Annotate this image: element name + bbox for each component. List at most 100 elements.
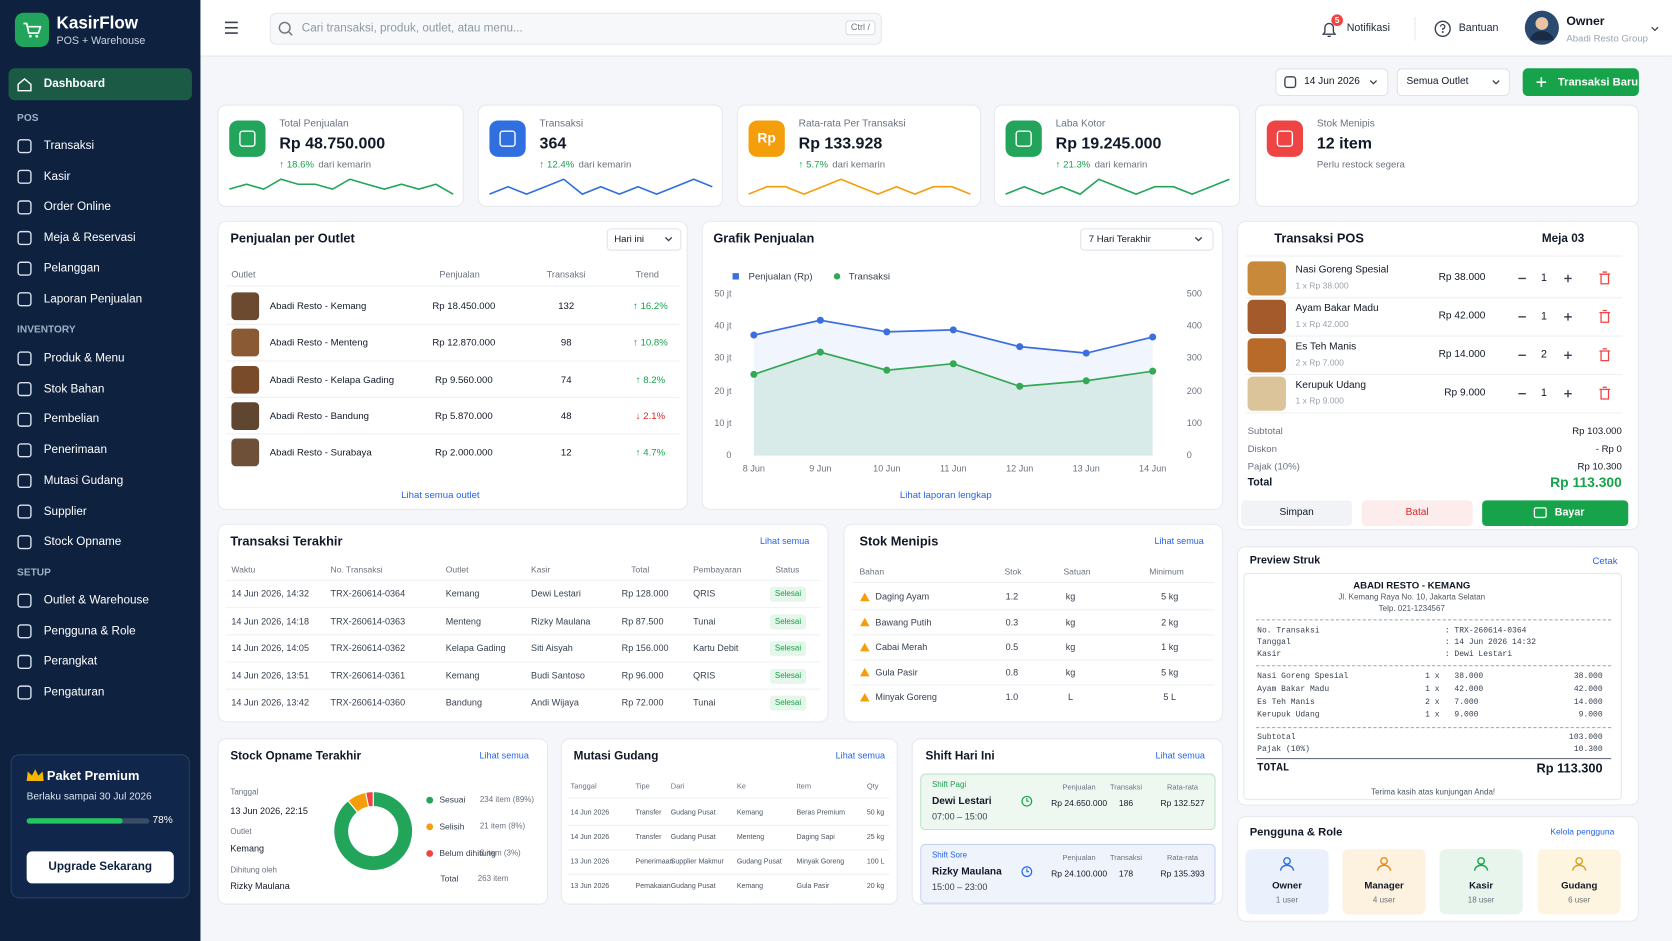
- panel-link[interactable]: Lihat semua outlet: [401, 489, 480, 501]
- save-label[interactable]: Simpan: [1279, 506, 1314, 519]
- outlet-label: Semua Outlet: [1406, 75, 1469, 87]
- table-cell: Kemang: [445, 587, 480, 599]
- role-name: Kasir: [1469, 880, 1494, 891]
- kpi-label: Total Penjualan: [279, 117, 349, 130]
- nav-active[interactable]: [8, 68, 192, 101]
- outlet-select[interactable]: [1396, 68, 1510, 97]
- table-cell: Pemakaian: [635, 882, 671, 891]
- nav-item[interactable]: Supplier: [43, 504, 87, 518]
- nav-item[interactable]: Stock Opname: [43, 535, 122, 549]
- panel-link[interactable]: Kelola pengguna: [1550, 827, 1615, 837]
- kpi-icon: [748, 120, 785, 157]
- filter-select[interactable]: [1080, 228, 1214, 251]
- outlet-thumbnail: [231, 401, 260, 430]
- upgrade-button[interactable]: [26, 851, 174, 884]
- legend-label: Selisih: [439, 821, 465, 832]
- nav-item[interactable]: Kasir: [43, 170, 71, 183]
- topbar: [200, 0, 1672, 57]
- nav-item[interactable]: Pelanggan: [43, 261, 100, 275]
- table-cell: 25 kg: [866, 833, 885, 841]
- panel-link[interactable]: Lihat laporan lengkap: [899, 489, 992, 501]
- nav-item[interactable]: Penerimaan: [43, 443, 107, 457]
- table-cell: QRIS: [693, 587, 716, 599]
- panel-link[interactable]: Lihat semua: [479, 750, 529, 761]
- panel-link[interactable]: Lihat semua: [1155, 750, 1205, 761]
- nav-item[interactable]: Pengguna & Role: [43, 624, 136, 638]
- kpi-label: Laba Kotor: [1055, 117, 1106, 130]
- nav-item[interactable]: Meja & Reservasi: [43, 231, 136, 245]
- store-address: Jl. Kemang Raya No. 10, Jakarta Selatan: [1338, 591, 1486, 602]
- search-box[interactable]: [269, 12, 882, 45]
- notif-label[interactable]: Notifikasi: [1346, 22, 1391, 35]
- status-label: Selesai: [774, 670, 802, 680]
- panel-link[interactable]: Cetak: [1592, 555, 1618, 567]
- outlet-thumbnail: [231, 328, 260, 357]
- table-header: Total: [631, 564, 650, 575]
- table-header: Status: [775, 564, 800, 575]
- pay-button[interactable]: [1482, 500, 1629, 526]
- table-cell: Kelapa Gading: [445, 642, 506, 654]
- receipt-qty: 1 x: [1425, 672, 1440, 682]
- table-cell: TRX-260614-0363: [330, 615, 406, 626]
- panel-link[interactable]: Lihat semua: [759, 535, 810, 547]
- nav-item[interactable]: Produk & Menu: [43, 351, 125, 365]
- table-header: No. Transaksi: [330, 564, 383, 575]
- item-name: Kerupuk Udang: [1295, 379, 1366, 392]
- new-transaction-label[interactable]: Transaksi Baru: [1557, 75, 1639, 89]
- nav-item[interactable]: Pengaturan: [43, 685, 105, 699]
- filter-select[interactable]: [606, 228, 682, 251]
- status-badge: [769, 586, 807, 602]
- role-count: 18 user: [1467, 894, 1495, 905]
- y-tick-label: 20 jt: [714, 384, 732, 396]
- nav-item[interactable]: Mutasi Gudang: [43, 474, 124, 488]
- cancel-button[interactable]: [1361, 500, 1473, 526]
- kpi-value: Rp 133.928: [798, 134, 883, 153]
- nav-item[interactable]: Laporan Penjualan: [43, 292, 143, 306]
- nav-item[interactable]: Transaksi: [43, 139, 95, 153]
- nav-item[interactable]: Pembelian: [43, 412, 100, 426]
- table-cell: Daging Sapi: [796, 833, 835, 841]
- table-cell: 14 Jun 2026: [570, 808, 610, 817]
- item-thumbnail: [1247, 299, 1286, 334]
- table-cell: Tunai: [693, 615, 716, 626]
- role-count: 6 user: [1568, 894, 1591, 905]
- panel-link[interactable]: Lihat semua: [1154, 535, 1204, 547]
- pay-label[interactable]: Bayar: [1554, 507, 1585, 519]
- stock-item: Minyak Goreng: [875, 691, 937, 703]
- receipt-qty: 1 x: [1425, 711, 1440, 720]
- item-thumbnail: [1247, 261, 1286, 296]
- nav-section: INVENTORY: [17, 323, 76, 336]
- panel-title: Stock Opname Terakhir: [230, 749, 362, 763]
- store-phone: Telp. 021-1234567: [1378, 603, 1445, 614]
- nav-item[interactable]: Stok Bahan: [43, 382, 105, 396]
- table-cell: Siti Aisyah: [531, 642, 573, 654]
- nav-item[interactable]: Outlet & Warehouse: [43, 593, 149, 607]
- kpi-value: Rp 19.245.000: [1055, 134, 1162, 153]
- outlet-name: Abadi Resto - Kelapa Gading: [269, 373, 395, 385]
- stock-min: 2 kg: [1161, 616, 1179, 627]
- status-badge: [769, 668, 807, 684]
- table-header: Trend: [635, 268, 659, 280]
- stock-qty: 0.5: [1005, 641, 1019, 653]
- status-label: Selesai: [774, 588, 802, 599]
- status-badge: [769, 641, 807, 657]
- kpi-label: Transaksi: [539, 117, 584, 130]
- upgrade-label[interactable]: Upgrade Sekarang: [48, 860, 153, 874]
- table-cell: Transfer: [635, 808, 662, 817]
- table-cell: Rp 156.000: [621, 642, 669, 654]
- kpi-change: ↑ 21.3% dari kemarin: [1056, 159, 1148, 170]
- save-button[interactable]: [1241, 500, 1353, 526]
- receipt-item: Nasi Goreng Spesial: [1257, 672, 1349, 682]
- outlet-trend: ↓ 2.1%: [635, 410, 666, 421]
- x-tick-label: 12 Jun: [1006, 463, 1034, 474]
- cancel-label[interactable]: Batal: [1405, 506, 1429, 519]
- table-header: Outlet: [231, 268, 256, 280]
- table-cell: Rp 128.000: [621, 587, 669, 599]
- panel-link[interactable]: Lihat semua: [835, 750, 886, 761]
- help-label[interactable]: Bantuan: [1458, 22, 1499, 35]
- nav-item[interactable]: Dashboard: [43, 77, 105, 91]
- nav-item[interactable]: Perangkat: [43, 655, 98, 668]
- nav-item[interactable]: Order Online: [43, 200, 111, 214]
- outlet-transactions: 132: [558, 300, 575, 312]
- shift-header: Rata-rata: [1166, 784, 1199, 792]
